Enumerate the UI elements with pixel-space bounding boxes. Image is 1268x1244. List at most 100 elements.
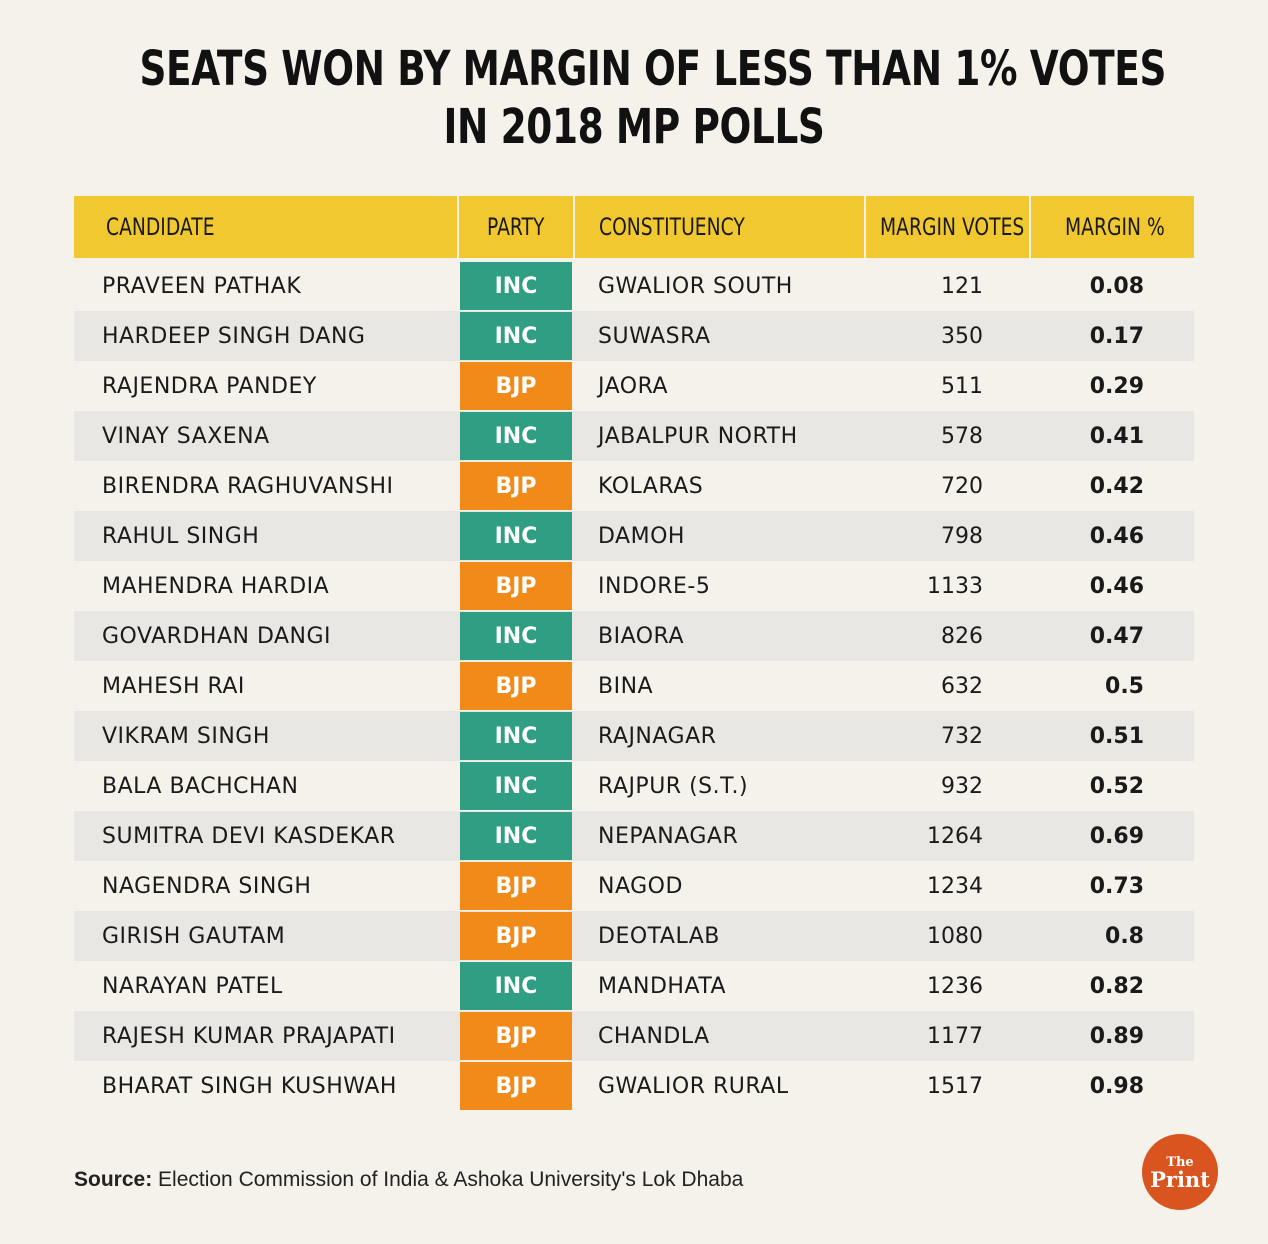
cell-margin-votes: 1133 [927, 573, 983, 599]
table-row: MAHESH RAI BJP BINA 632 0.5 [74, 661, 1194, 711]
header-constituency: CONSTITUENCY [575, 196, 867, 258]
header-party: PARTY [459, 196, 575, 258]
cell-margin-pct: 0.29 [1089, 373, 1144, 399]
cell-candidate: HARDEEP SINGH DANG [102, 323, 366, 349]
cell-candidate: GIRISH GAUTAM [102, 923, 286, 949]
cell-party-badge: BJP [460, 1012, 572, 1060]
cell-constituency: NAGOD [598, 873, 683, 899]
logo-print: Print [1150, 1167, 1210, 1192]
table-row: RAHUL SINGH INC DAMOH 798 0.46 [74, 511, 1194, 561]
cell-margin-votes: 632 [941, 673, 983, 699]
source-note: Source: Election Commission of India & A… [74, 1168, 743, 1192]
cell-margin-votes: 511 [941, 373, 983, 399]
cell-constituency: CHANDLA [598, 1023, 710, 1049]
cell-margin-votes: 121 [941, 273, 983, 299]
table-row: SUMITRA DEVI KASDEKAR INC NEPANAGAR 1264 0.6… [74, 811, 1194, 861]
header-margin-votes: MARGIN VOTES [866, 196, 1032, 258]
table-row: BHARAT SINGH KUSHWAH BJP GWALIOR RURAL 1517… [74, 1061, 1194, 1111]
cell-margin-pct: 0.46 [1089, 573, 1144, 599]
cell-party-badge: BJP [460, 1062, 572, 1110]
cell-party-badge: INC [460, 962, 572, 1010]
cell-margin-pct: 0.41 [1089, 423, 1144, 449]
cell-margin-votes: 1517 [927, 1073, 983, 1099]
cell-candidate: NARAYAN PATEL [102, 973, 283, 999]
cell-party-badge: BJP [460, 462, 572, 510]
cell-candidate: MAHESH RAI [102, 673, 245, 699]
cell-margin-votes: 932 [941, 773, 983, 799]
cell-candidate: VINAY SAXENA [102, 423, 270, 449]
cell-candidate: GOVARDHAN DANGI [102, 623, 332, 649]
cell-party-badge: BJP [460, 362, 572, 410]
title-line-1: SEATS WON BY MARGIN OF LESS THAN 1% VOTE… [139, 41, 1167, 97]
cell-margin-pct: 0.51 [1089, 723, 1144, 749]
header-candidate: CANDIDATE [74, 196, 460, 258]
cell-margin-votes: 1234 [927, 873, 983, 899]
cell-margin-pct: 0.82 [1089, 973, 1144, 999]
cell-margin-votes: 1177 [927, 1023, 983, 1049]
cell-candidate: RAJENDRA PANDEY [102, 373, 317, 399]
source-text: Election Commission of India & Ashoka Un… [158, 1168, 744, 1191]
cell-candidate: BIRENDRA RAGHUVANSHI [102, 473, 394, 499]
cell-constituency: RAJPUR (S.T.) [598, 773, 749, 799]
table-row: BALA BACHCHAN INC RAJPUR (S.T.) 932 0.52 [74, 761, 1194, 811]
cell-margin-pct: 0.42 [1089, 473, 1144, 499]
table-row: PRAVEEN PATHAK INC GWALIOR SOUTH 121 0.08 [74, 261, 1194, 311]
cell-margin-votes: 578 [941, 423, 983, 449]
cell-constituency: GWALIOR RURAL [598, 1073, 789, 1099]
cell-candidate: VIKRAM SINGH [102, 723, 270, 749]
cell-candidate: MAHENDRA HARDIA [102, 573, 330, 599]
table-row: VIKRAM SINGH INC RAJNAGAR 732 0.51 [74, 711, 1194, 761]
cell-constituency: RAJNAGAR [598, 723, 717, 749]
cell-constituency: MANDHATA [598, 973, 727, 999]
chart-title: SEATS WON BY MARGIN OF LESS THAN 1% VOTE… [139, 40, 1167, 156]
cell-candidate: RAHUL SINGH [102, 523, 260, 549]
cell-candidate: RAJESH KUMAR PRAJAPATI [102, 1023, 396, 1049]
cell-party-badge: BJP [460, 562, 572, 610]
cell-constituency: JAORA [598, 373, 669, 399]
cell-constituency: INDORE-5 [598, 573, 711, 599]
cell-party-badge: INC [460, 762, 572, 810]
cell-constituency: BINA [598, 673, 654, 699]
table-row: NAGENDRA SINGH BJP NAGOD 1234 0.73 [74, 861, 1194, 911]
cell-margin-votes: 798 [941, 523, 983, 549]
cell-party-badge: INC [460, 412, 572, 460]
cell-candidate: BALA BACHCHAN [102, 773, 299, 799]
cell-constituency: DAMOH [598, 523, 685, 549]
cell-party-badge: INC [460, 312, 572, 360]
cell-margin-votes: 1264 [927, 823, 983, 849]
table-row: GOVARDHAN DANGI INC BIAORA 826 0.47 [74, 611, 1194, 661]
cell-margin-votes: 1080 [927, 923, 983, 949]
table-body: PRAVEEN PATHAK INC GWALIOR SOUTH 121 0.08 HAR… [74, 261, 1194, 1111]
cell-margin-pct: 0.73 [1089, 873, 1144, 899]
cell-constituency: BIAORA [598, 623, 685, 649]
cell-candidate: BHARAT SINGH KUSHWAH [102, 1073, 397, 1099]
table-row: VINAY SAXENA INC JABALPUR NORTH 578 0.41 [74, 411, 1194, 461]
cell-margin-pct: 0.17 [1089, 323, 1144, 349]
cell-margin-votes: 732 [941, 723, 983, 749]
table-row: NARAYAN PATEL INC MANDHATA 1236 0.82 [74, 961, 1194, 1011]
cell-party-badge: BJP [460, 662, 572, 710]
cell-margin-votes: 350 [941, 323, 983, 349]
cell-constituency: GWALIOR SOUTH [598, 273, 793, 299]
cell-margin-pct: 0.98 [1089, 1073, 1144, 1099]
title-line-2: IN 2018 MP POLLS [443, 99, 825, 155]
cell-constituency: DEOTALAB [598, 923, 720, 949]
cell-margin-pct: 0.89 [1089, 1023, 1144, 1049]
cell-margin-pct: 0.46 [1089, 523, 1144, 549]
cell-party-badge: BJP [460, 862, 572, 910]
cell-margin-pct: 0.52 [1089, 773, 1144, 799]
table-row: GIRISH GAUTAM BJP DEOTALAB 1080 0.8 [74, 911, 1194, 961]
cell-constituency: KOLARAS [598, 473, 704, 499]
table-row: RAJESH KUMAR PRAJAPATI BJP CHANDLA 1177 0.89 [74, 1011, 1194, 1061]
table-row: BIRENDRA RAGHUVANSHI BJP KOLARAS 720 0.42 [74, 461, 1194, 511]
logo-the: The [1166, 1155, 1194, 1170]
theprint-logo: The Print [1142, 1134, 1218, 1210]
cell-constituency: SUWASRA [598, 323, 711, 349]
cell-party-badge: INC [460, 512, 572, 560]
source-label: Source: [74, 1168, 153, 1191]
cell-candidate: NAGENDRA SINGH [102, 873, 312, 899]
cell-party-badge: INC [460, 712, 572, 760]
cell-party-badge: INC [460, 812, 572, 860]
cell-margin-pct: 0.8 [1105, 923, 1144, 949]
cell-candidate: PRAVEEN PATHAK [102, 273, 302, 299]
